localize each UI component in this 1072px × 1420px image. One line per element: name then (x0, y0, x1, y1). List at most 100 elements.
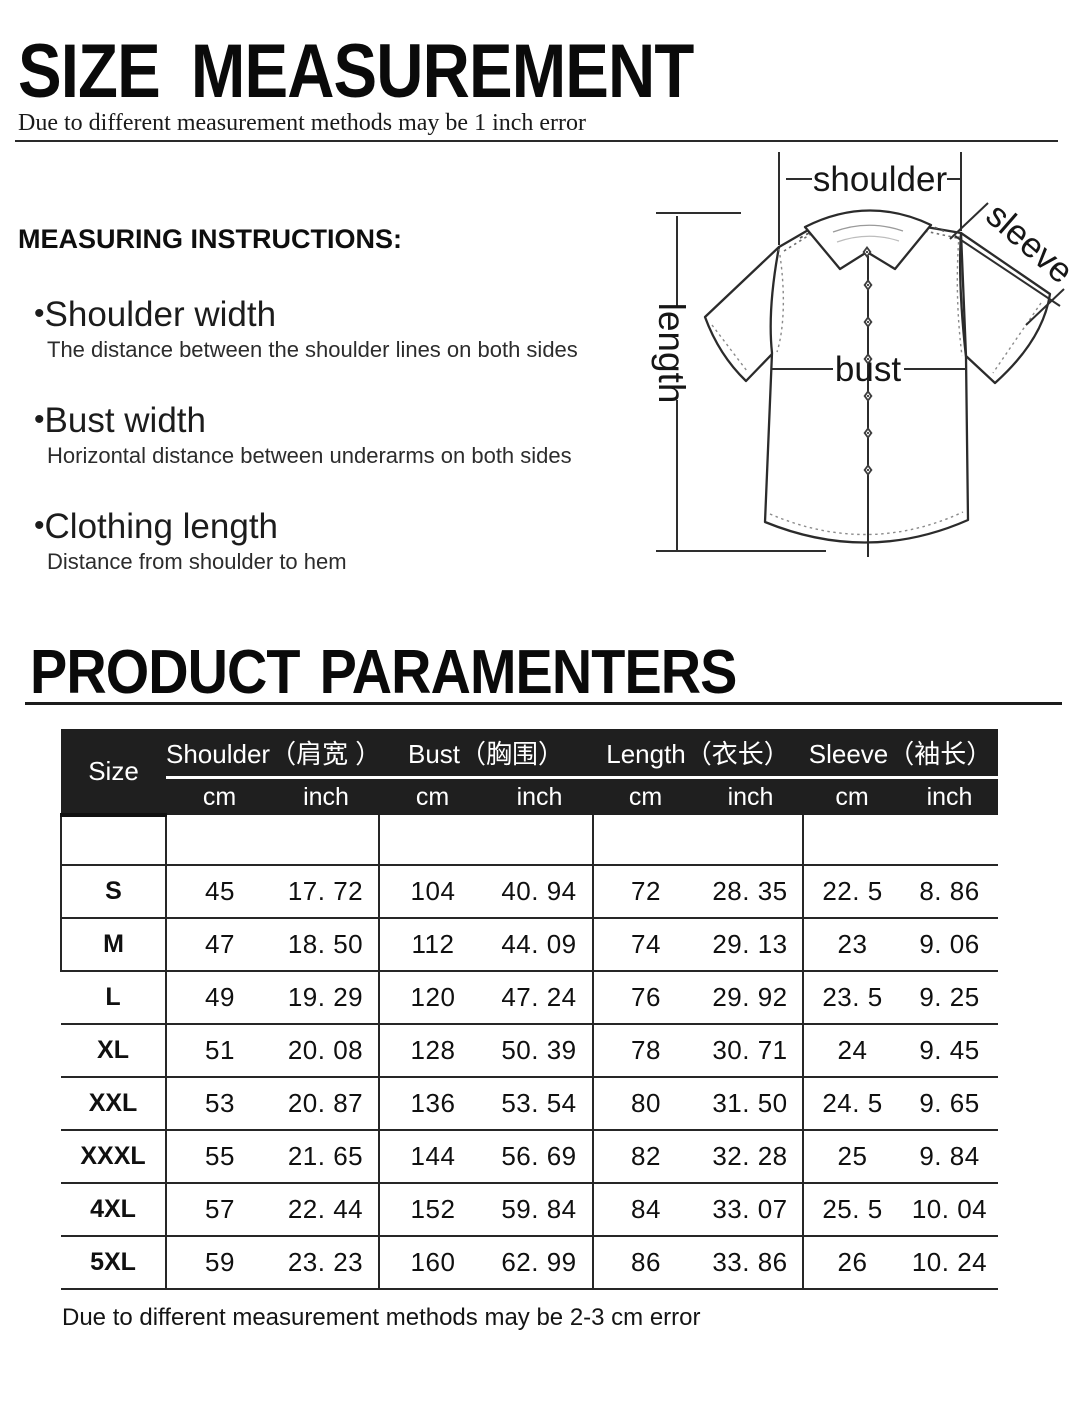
instruction-item-length: •Clothing length (34, 507, 278, 547)
header-shoulder: Shoulder（肩宽 ） (166, 729, 381, 779)
cell-length_cm: 86 (592, 1236, 698, 1290)
cell-length_cm: 82 (592, 1130, 698, 1184)
length-label: length (651, 303, 692, 404)
unit-length-cm: cm (593, 777, 698, 815)
cell-sleeve_cm: 25. 5 (802, 1183, 901, 1237)
cell-sleeve_inch: 10. 24 (901, 1236, 998, 1290)
size-table-body: S 45 17. 72 104 40. 94 72 28. 35 22. 5 8. 86 M 47 1… (60, 815, 998, 1290)
cell-sleeve_cm: 23. 5 (802, 971, 901, 1025)
cell-shoulder_cm: 45 (165, 865, 273, 919)
cell-shoulder_inch: 20. 87 (273, 1077, 379, 1131)
table-row: L 49 19. 29 120 47. 24 76 29. 92 23. 5 9. 25 (61, 971, 998, 1025)
cell-shoulder_cm: 57 (165, 1183, 273, 1237)
bullet-icon: • (34, 509, 45, 542)
instruction-desc: Horizontal distance between underarms on… (47, 443, 572, 468)
sleeve-measure (949, 202, 1065, 326)
table-row: XXL 53 20. 87 136 53. 54 80 31. 50 24. 5 9. 65 (61, 1077, 998, 1131)
cell-shoulder_inch: 18. 50 (273, 918, 379, 972)
cell-sleeve_inch: 9. 45 (901, 1024, 998, 1078)
parameters-title: PRODUCT PARAMENTERS (30, 638, 737, 707)
cell-length_inch: 32. 28 (698, 1130, 803, 1184)
cell-length_inch: 29. 92 (698, 971, 803, 1025)
instruction-term: Shoulder width (44, 295, 277, 334)
cell-shoulder_inch: 19. 29 (273, 971, 379, 1025)
unit-bust-cm: cm (379, 777, 486, 815)
cell-bust_cm: 128 (378, 1024, 486, 1078)
cell-bust_inch: 50. 39 (486, 1024, 593, 1078)
table-row: XXXL 55 21. 65 144 56. 69 82 32. 28 25 9. 84 (61, 1130, 998, 1184)
table-note: Due to different measurement methods may… (62, 1304, 701, 1331)
cell-shoulder_inch: 17. 72 (273, 865, 379, 919)
instruction-term: Bust width (44, 401, 206, 440)
cell-size: S (60, 865, 166, 919)
cell-length_inch: 28. 35 (698, 865, 803, 919)
shoulder-measure (778, 152, 962, 245)
cell-bust_cm: 104 (378, 865, 486, 919)
cell-sleeve_inch: 8. 86 (901, 865, 998, 919)
cell-shoulder_cm: 47 (165, 918, 273, 972)
header-size: Size (61, 729, 166, 817)
cell-size: M (60, 918, 166, 972)
size-table: Size Shoulder（肩宽 ） Bust（胸围） Length（衣长） S… (60, 729, 998, 1346)
cell-bust_cm: 144 (378, 1130, 486, 1184)
cell-sleeve_cm: 26 (802, 1236, 901, 1290)
instruction-desc: Distance from shoulder to hem (47, 549, 347, 574)
cell-bust_inch: 53. 54 (486, 1077, 593, 1131)
cell-length_cm: 78 (592, 1024, 698, 1078)
instructions-heading: MEASURING INSTRUCTIONS: (18, 224, 402, 254)
bust-label: bust (835, 350, 901, 389)
cell-sleeve_cm: 24 (802, 1024, 901, 1078)
instruction-item-bust: •Bust width (34, 401, 206, 441)
header-sleeve: Sleeve（袖长） (803, 729, 998, 779)
cell-sleeve_cm: 24. 5 (802, 1077, 901, 1131)
unit-shoulder-cm: cm (166, 777, 273, 815)
note-row: Due to different measurement methods may… (61, 1289, 998, 1346)
cell-sleeve_cm: 22. 5 (802, 865, 901, 919)
cell-length_cm: 76 (592, 971, 698, 1025)
table-row: M 47 18. 50 112 44. 09 74 29. 13 23 9. 06 (60, 918, 998, 972)
cell-size: XXL (61, 1077, 166, 1131)
cell-length_inch: 33. 86 (698, 1236, 803, 1290)
cell-length_inch: 31. 50 (698, 1077, 803, 1131)
cell-sleeve_inch: 9. 84 (901, 1130, 998, 1184)
cell-sleeve_inch: 9. 65 (901, 1077, 998, 1131)
cell-bust_inch: 40. 94 (486, 865, 593, 919)
shirt-sleeve-left (703, 245, 781, 383)
cell-bust_cm: 136 (378, 1077, 486, 1131)
cell-length_cm: 74 (592, 918, 698, 972)
cell-bust_cm: 160 (378, 1236, 486, 1290)
unit-sleeve-inch: inch (901, 777, 998, 815)
cell-shoulder_inch: 20. 08 (273, 1024, 379, 1078)
bullet-icon: • (34, 297, 45, 330)
cell-bust_cm: 152 (378, 1183, 486, 1237)
cell-shoulder_cm: 49 (165, 971, 273, 1025)
page-subtitle: Due to different measurement methods may… (18, 110, 587, 136)
shirt-collar (803, 209, 933, 271)
cell-size: XL (61, 1024, 166, 1078)
page-title: SIZE MEASUREMENT (18, 29, 694, 114)
divider-top (15, 140, 1058, 142)
cell-bust_inch: 44. 09 (486, 918, 593, 972)
cell-length_inch: 33. 07 (698, 1183, 803, 1237)
cell-shoulder_cm: 59 (165, 1236, 273, 1290)
cell-length_cm: 80 (592, 1077, 698, 1131)
cell-bust_inch: 59. 84 (486, 1183, 593, 1237)
cell-sleeve_cm: 25 (802, 1130, 901, 1184)
unit-shoulder-inch: inch (273, 777, 379, 815)
cell-bust_inch: 56. 69 (486, 1130, 593, 1184)
cell-length_inch: 29. 13 (698, 918, 803, 972)
spacer-row (60, 815, 998, 866)
cell-sleeve_inch: 10. 04 (901, 1183, 998, 1237)
unit-bust-inch: inch (486, 777, 593, 815)
length-measure (656, 212, 826, 552)
table-row: 4XL 57 22. 44 152 59. 84 84 33. 07 25. 5 10. 04 (61, 1183, 998, 1237)
cell-size: XXXL (61, 1130, 166, 1184)
cell-shoulder_inch: 22. 44 (273, 1183, 379, 1237)
cell-size: L (61, 971, 166, 1025)
cell-length_cm: 72 (592, 865, 698, 919)
cell-shoulder_cm: 53 (165, 1077, 273, 1131)
cell-length_cm: 84 (592, 1183, 698, 1237)
bullet-icon: • (34, 403, 45, 436)
instruction-item-shoulder: •Shoulder width (34, 295, 276, 335)
